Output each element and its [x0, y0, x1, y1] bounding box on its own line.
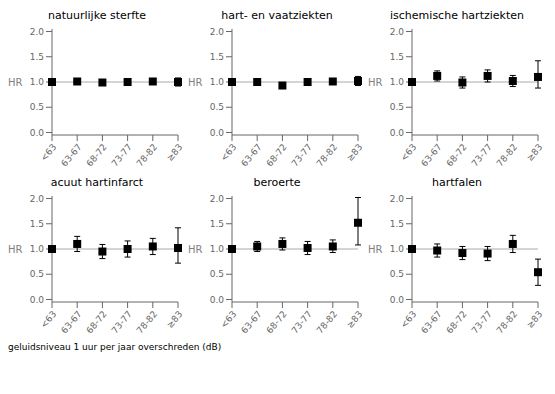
- svg-text:0.0: 0.0: [30, 295, 45, 305]
- svg-text:73-77: 73-77: [110, 309, 134, 335]
- svg-text:68-72: 68-72: [444, 309, 468, 335]
- html-text:acuut hartinfarct: acuut hartinfarct: [50, 176, 144, 189]
- svg-text:0.5: 0.5: [390, 102, 404, 112]
- svg-text:1.5: 1.5: [390, 219, 404, 229]
- svg-text:≥83: ≥83: [345, 142, 365, 163]
- svg-text:≥83: ≥83: [165, 142, 185, 163]
- svg-text:HR: HR: [188, 77, 203, 88]
- svg-text:68-72: 68-72: [264, 142, 288, 168]
- svg-text:1.0: 1.0: [30, 244, 45, 254]
- html-text:beroerte: beroerte: [253, 176, 301, 189]
- html-text:natuurlijke sterfte: natuurlijke sterfte: [48, 9, 146, 22]
- svg-text:68-72: 68-72: [444, 142, 468, 168]
- svg-text:1.5: 1.5: [30, 219, 44, 229]
- svg-text:≥83: ≥83: [525, 142, 545, 163]
- svg-text:<63: <63: [39, 309, 59, 330]
- svg-text:73-77: 73-77: [470, 142, 494, 168]
- svg-text:0.0: 0.0: [210, 295, 225, 305]
- svg-text:0.5: 0.5: [210, 102, 224, 112]
- svg-text:1.5: 1.5: [30, 52, 44, 62]
- svg-text:<63: <63: [399, 142, 419, 163]
- svg-text:78-82: 78-82: [135, 142, 159, 168]
- svg-text:1.5: 1.5: [210, 52, 224, 62]
- html-text:hart- en vaatziekten: hart- en vaatziekten: [221, 9, 333, 22]
- svg-text:HR: HR: [8, 244, 23, 255]
- svg-text:73-77: 73-77: [290, 309, 314, 335]
- svg-text:63-67: 63-67: [239, 142, 263, 168]
- svg-text:2.0: 2.0: [390, 27, 405, 37]
- svg-text:1.5: 1.5: [390, 52, 404, 62]
- svg-text:HR: HR: [188, 244, 203, 255]
- svg-text:78-82: 78-82: [315, 142, 339, 168]
- svg-text:0.5: 0.5: [210, 269, 224, 279]
- svg-text:0.0: 0.0: [210, 128, 225, 138]
- svg-text:<63: <63: [219, 309, 239, 330]
- svg-text:<63: <63: [39, 142, 59, 163]
- svg-text:0.0: 0.0: [390, 128, 405, 138]
- svg-text:0.5: 0.5: [390, 269, 404, 279]
- svg-text:1.0: 1.0: [210, 77, 225, 87]
- svg-text:63-67: 63-67: [239, 309, 263, 335]
- html-text:hartfalen: hartfalen: [432, 176, 482, 189]
- svg-text:HR: HR: [8, 77, 23, 88]
- html-text:ischemische hartziekten: ischemische hartziekten: [390, 9, 524, 22]
- svg-text:73-77: 73-77: [290, 142, 314, 168]
- svg-text:68-72: 68-72: [84, 309, 108, 335]
- svg-text:2.0: 2.0: [30, 27, 45, 37]
- html-text:geluidsniveau 1 uur per jaar o: geluidsniveau 1 uur per jaar overschrede…: [8, 342, 222, 352]
- svg-text:0.5: 0.5: [30, 102, 44, 112]
- svg-text:73-77: 73-77: [110, 142, 134, 168]
- svg-text:0.0: 0.0: [390, 295, 405, 305]
- svg-text:78-82: 78-82: [135, 309, 159, 335]
- svg-text:68-72: 68-72: [264, 309, 288, 335]
- svg-text:<63: <63: [399, 309, 419, 330]
- svg-text:HR: HR: [368, 244, 383, 255]
- svg-text:78-82: 78-82: [315, 309, 339, 335]
- svg-text:<63: <63: [219, 142, 239, 163]
- svg-text:78-82: 78-82: [495, 142, 519, 168]
- svg-text:1.0: 1.0: [210, 244, 225, 254]
- svg-text:63-67: 63-67: [419, 309, 443, 335]
- svg-text:HR: HR: [368, 77, 383, 88]
- svg-text:0.5: 0.5: [30, 269, 44, 279]
- svg-text:0.0: 0.0: [30, 128, 45, 138]
- svg-text:68-72: 68-72: [84, 142, 108, 168]
- svg-text:2.0: 2.0: [30, 194, 45, 204]
- svg-text:63-67: 63-67: [419, 142, 443, 168]
- svg-text:78-82: 78-82: [495, 309, 519, 335]
- svg-text:≥83: ≥83: [345, 309, 365, 330]
- svg-text:1.0: 1.0: [390, 77, 405, 87]
- svg-text:2.0: 2.0: [210, 27, 225, 37]
- svg-text:≥83: ≥83: [525, 309, 545, 330]
- svg-text:73-77: 73-77: [470, 309, 494, 335]
- svg-text:1.5: 1.5: [210, 219, 224, 229]
- svg-text:≥83: ≥83: [165, 309, 185, 330]
- svg-text:63-67: 63-67: [59, 309, 83, 335]
- svg-text:2.0: 2.0: [210, 194, 225, 204]
- svg-text:1.0: 1.0: [30, 77, 45, 87]
- svg-text:2.0: 2.0: [390, 194, 405, 204]
- svg-text:63-67: 63-67: [59, 142, 83, 168]
- svg-text:1.0: 1.0: [390, 244, 405, 254]
